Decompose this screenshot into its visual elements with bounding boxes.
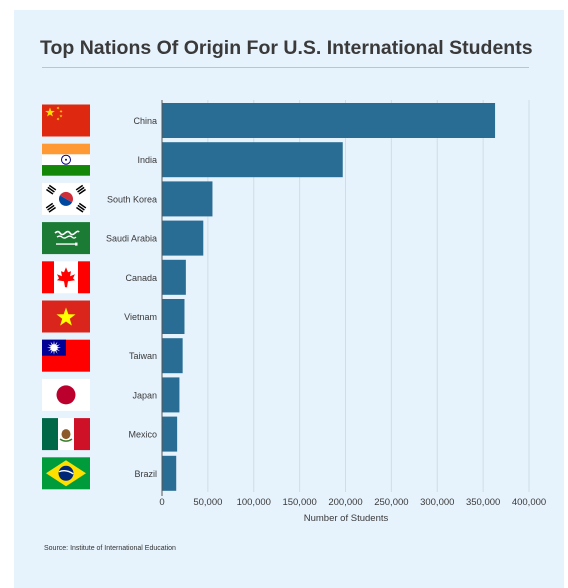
- x-tick-labels: 0 50,000 100,000 150,000 200,000 250,000 300,0…: [159, 497, 546, 508]
- x-tick-label: 50,000: [193, 497, 222, 508]
- x-tick-label: 350,000: [466, 497, 500, 508]
- category-label: Saudi Arabia: [106, 234, 157, 244]
- vietnam-flag-icon: [42, 300, 90, 333]
- taiwan-flag-icon: [42, 339, 90, 372]
- x-tick-label: 400,000: [512, 497, 546, 508]
- category-label: Brazil: [134, 469, 157, 479]
- chart-title: Top Nations Of Origin For U.S. Internati…: [40, 37, 533, 59]
- bars: [162, 103, 496, 491]
- category-labels: China India South Korea Saudi Arabia Canada V…: [106, 116, 157, 479]
- category-label: Canada: [125, 273, 157, 283]
- category-label: Mexico: [128, 430, 157, 440]
- bar: [162, 142, 343, 178]
- category-label: Taiwan: [129, 351, 157, 361]
- x-tick-label: 150,000: [282, 497, 316, 508]
- x-tick-label: 0: [159, 497, 164, 508]
- south-korea-flag-icon: [42, 182, 90, 215]
- x-tick-label: 250,000: [374, 497, 408, 508]
- canada-flag-icon: [42, 261, 90, 294]
- bar: [162, 103, 496, 138]
- bar: [162, 377, 180, 413]
- bar: [162, 299, 185, 334]
- category-label: China: [133, 116, 157, 126]
- bar: [162, 338, 183, 374]
- japan-flag-icon: [42, 378, 90, 411]
- x-tick-label: 200,000: [328, 497, 362, 508]
- brazil-flag-icon: [42, 457, 90, 490]
- x-tick-label: 300,000: [420, 497, 454, 508]
- saudi-arabia-flag-icon: [42, 222, 90, 255]
- category-label: South Korea: [107, 194, 157, 204]
- title-divider: [42, 67, 529, 68]
- bar: [162, 259, 186, 295]
- india-flag-icon: [42, 143, 90, 176]
- x-tick-label: 100,000: [237, 497, 271, 508]
- flags: [42, 104, 90, 490]
- bar: [162, 416, 178, 452]
- mexico-flag-icon: [42, 418, 90, 451]
- source-note: Source: Institute of International Educa…: [44, 545, 176, 552]
- bar: [162, 455, 177, 491]
- bar: [162, 220, 204, 256]
- category-label: India: [137, 155, 157, 165]
- china-flag-icon: [42, 104, 90, 137]
- x-axis-label: Number of Students: [304, 513, 389, 524]
- category-label: Vietnam: [124, 312, 157, 322]
- category-label: Japan: [132, 390, 157, 400]
- bar: [162, 181, 213, 217]
